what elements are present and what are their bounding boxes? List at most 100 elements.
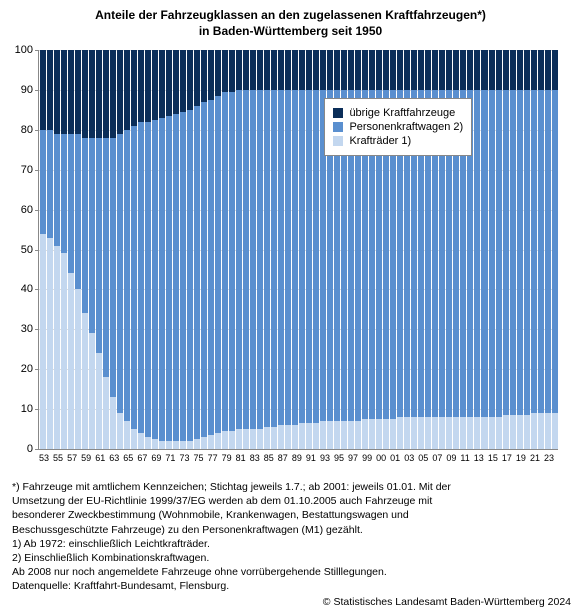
x-axis-label: 95 — [334, 453, 344, 463]
segment-uebrige — [348, 50, 354, 90]
stacked-bar — [306, 50, 312, 449]
segment-kraftraeder — [453, 417, 459, 449]
segment-uebrige — [503, 50, 509, 90]
stacked-bar — [313, 50, 319, 449]
stacked-bar — [145, 50, 151, 449]
stacked-bar — [299, 50, 305, 449]
footnote-line: besonderer Zweckbestimmung (Wohnmobile, … — [12, 508, 569, 522]
segment-kraftraeder — [166, 441, 172, 449]
stacked-bar — [124, 50, 130, 449]
segment-pkw — [278, 90, 284, 425]
segment-kraftraeder — [299, 423, 305, 449]
x-axis-label: 59 — [81, 453, 91, 463]
segment-pkw — [481, 90, 487, 417]
x-axis-label: 09 — [446, 453, 456, 463]
segment-kraftraeder — [61, 253, 67, 449]
segment-uebrige — [61, 50, 67, 134]
segment-uebrige — [229, 50, 235, 92]
segment-kraftraeder — [341, 421, 347, 449]
segment-kraftraeder — [496, 417, 502, 449]
stacked-bar — [75, 50, 81, 449]
legend-item: übrige Kraftfahrzeuge — [333, 107, 463, 119]
segment-kraftraeder — [271, 427, 277, 449]
segment-uebrige — [481, 50, 487, 90]
stacked-bar — [110, 50, 116, 449]
segment-pkw — [510, 90, 516, 415]
segment-kraftraeder — [524, 415, 530, 449]
segment-pkw — [306, 90, 312, 423]
segment-pkw — [552, 90, 558, 413]
x-axis-label: 55 — [53, 453, 63, 463]
segment-kraftraeder — [369, 419, 375, 449]
footnotes: *) Fahrzeuge mit amtlichem Kennzeichen; … — [12, 480, 569, 593]
segment-pkw — [145, 122, 151, 437]
x-axis-label: 07 — [432, 453, 442, 463]
segment-pkw — [545, 90, 551, 413]
segment-uebrige — [439, 50, 445, 90]
segment-uebrige — [285, 50, 291, 90]
chart-area: 5355575961636567697173757779818385878991… — [38, 50, 558, 450]
segment-pkw — [250, 90, 256, 429]
segment-uebrige — [460, 50, 466, 90]
segment-pkw — [96, 138, 102, 353]
segment-kraftraeder — [138, 433, 144, 449]
segment-uebrige — [82, 50, 88, 138]
segment-pkw — [180, 112, 186, 441]
stacked-bar — [524, 50, 530, 449]
segment-pkw — [229, 92, 235, 431]
segment-uebrige — [145, 50, 151, 122]
x-axis-label: 81 — [236, 453, 246, 463]
segment-uebrige — [531, 50, 537, 90]
segment-kraftraeder — [250, 429, 256, 449]
segment-kraftraeder — [187, 441, 193, 449]
stacked-bar — [131, 50, 137, 449]
segment-pkw — [159, 118, 165, 441]
chart-container: Anteile der Fahrzeugklassen an den zugel… — [0, 0, 581, 614]
segment-kraftraeder — [418, 417, 424, 449]
stacked-bar — [474, 50, 480, 449]
segment-uebrige — [75, 50, 81, 134]
stacked-bar — [180, 50, 186, 449]
x-axis-labels: 5355575961636567697173757779818385878991… — [39, 449, 558, 463]
legend-swatch — [333, 122, 343, 132]
legend-item: Personenkraftwagen 2) — [333, 121, 463, 133]
segment-uebrige — [517, 50, 523, 90]
segment-uebrige — [40, 50, 46, 130]
segment-pkw — [124, 130, 130, 421]
segment-uebrige — [446, 50, 452, 90]
segment-kraftraeder — [474, 417, 480, 449]
segment-kraftraeder — [397, 417, 403, 449]
segment-uebrige — [313, 50, 319, 90]
stacked-bar — [278, 50, 284, 449]
stacked-bar — [159, 50, 165, 449]
title-line-2: in Baden-Württemberg seit 1950 — [199, 24, 382, 38]
segment-uebrige — [552, 50, 558, 90]
x-axis-label: 23 — [544, 453, 554, 463]
x-axis-label: 11 — [460, 453, 469, 463]
x-axis-label: 91 — [306, 453, 316, 463]
segment-pkw — [517, 90, 523, 415]
segment-uebrige — [524, 50, 530, 90]
segment-kraftraeder — [355, 421, 361, 449]
x-axis-label: 15 — [488, 453, 498, 463]
segment-uebrige — [152, 50, 158, 120]
segment-pkw — [208, 100, 214, 435]
segment-uebrige — [376, 50, 382, 90]
legend-label: Personenkraftwagen 2) — [349, 121, 463, 133]
segment-pkw — [503, 90, 509, 415]
segment-uebrige — [54, 50, 60, 134]
footnote-line: *) Fahrzeuge mit amtlichem Kennzeichen; … — [12, 480, 569, 494]
segment-kraftraeder — [510, 415, 516, 449]
stacked-bar — [68, 50, 74, 449]
segment-pkw — [117, 134, 123, 413]
segment-uebrige — [110, 50, 116, 138]
bars-group — [39, 50, 558, 449]
segment-uebrige — [411, 50, 417, 90]
segment-uebrige — [257, 50, 263, 90]
segment-uebrige — [215, 50, 221, 96]
segment-uebrige — [510, 50, 516, 90]
segment-uebrige — [355, 50, 361, 90]
segment-kraftraeder — [68, 273, 74, 449]
segment-uebrige — [173, 50, 179, 114]
stacked-bar — [285, 50, 291, 449]
